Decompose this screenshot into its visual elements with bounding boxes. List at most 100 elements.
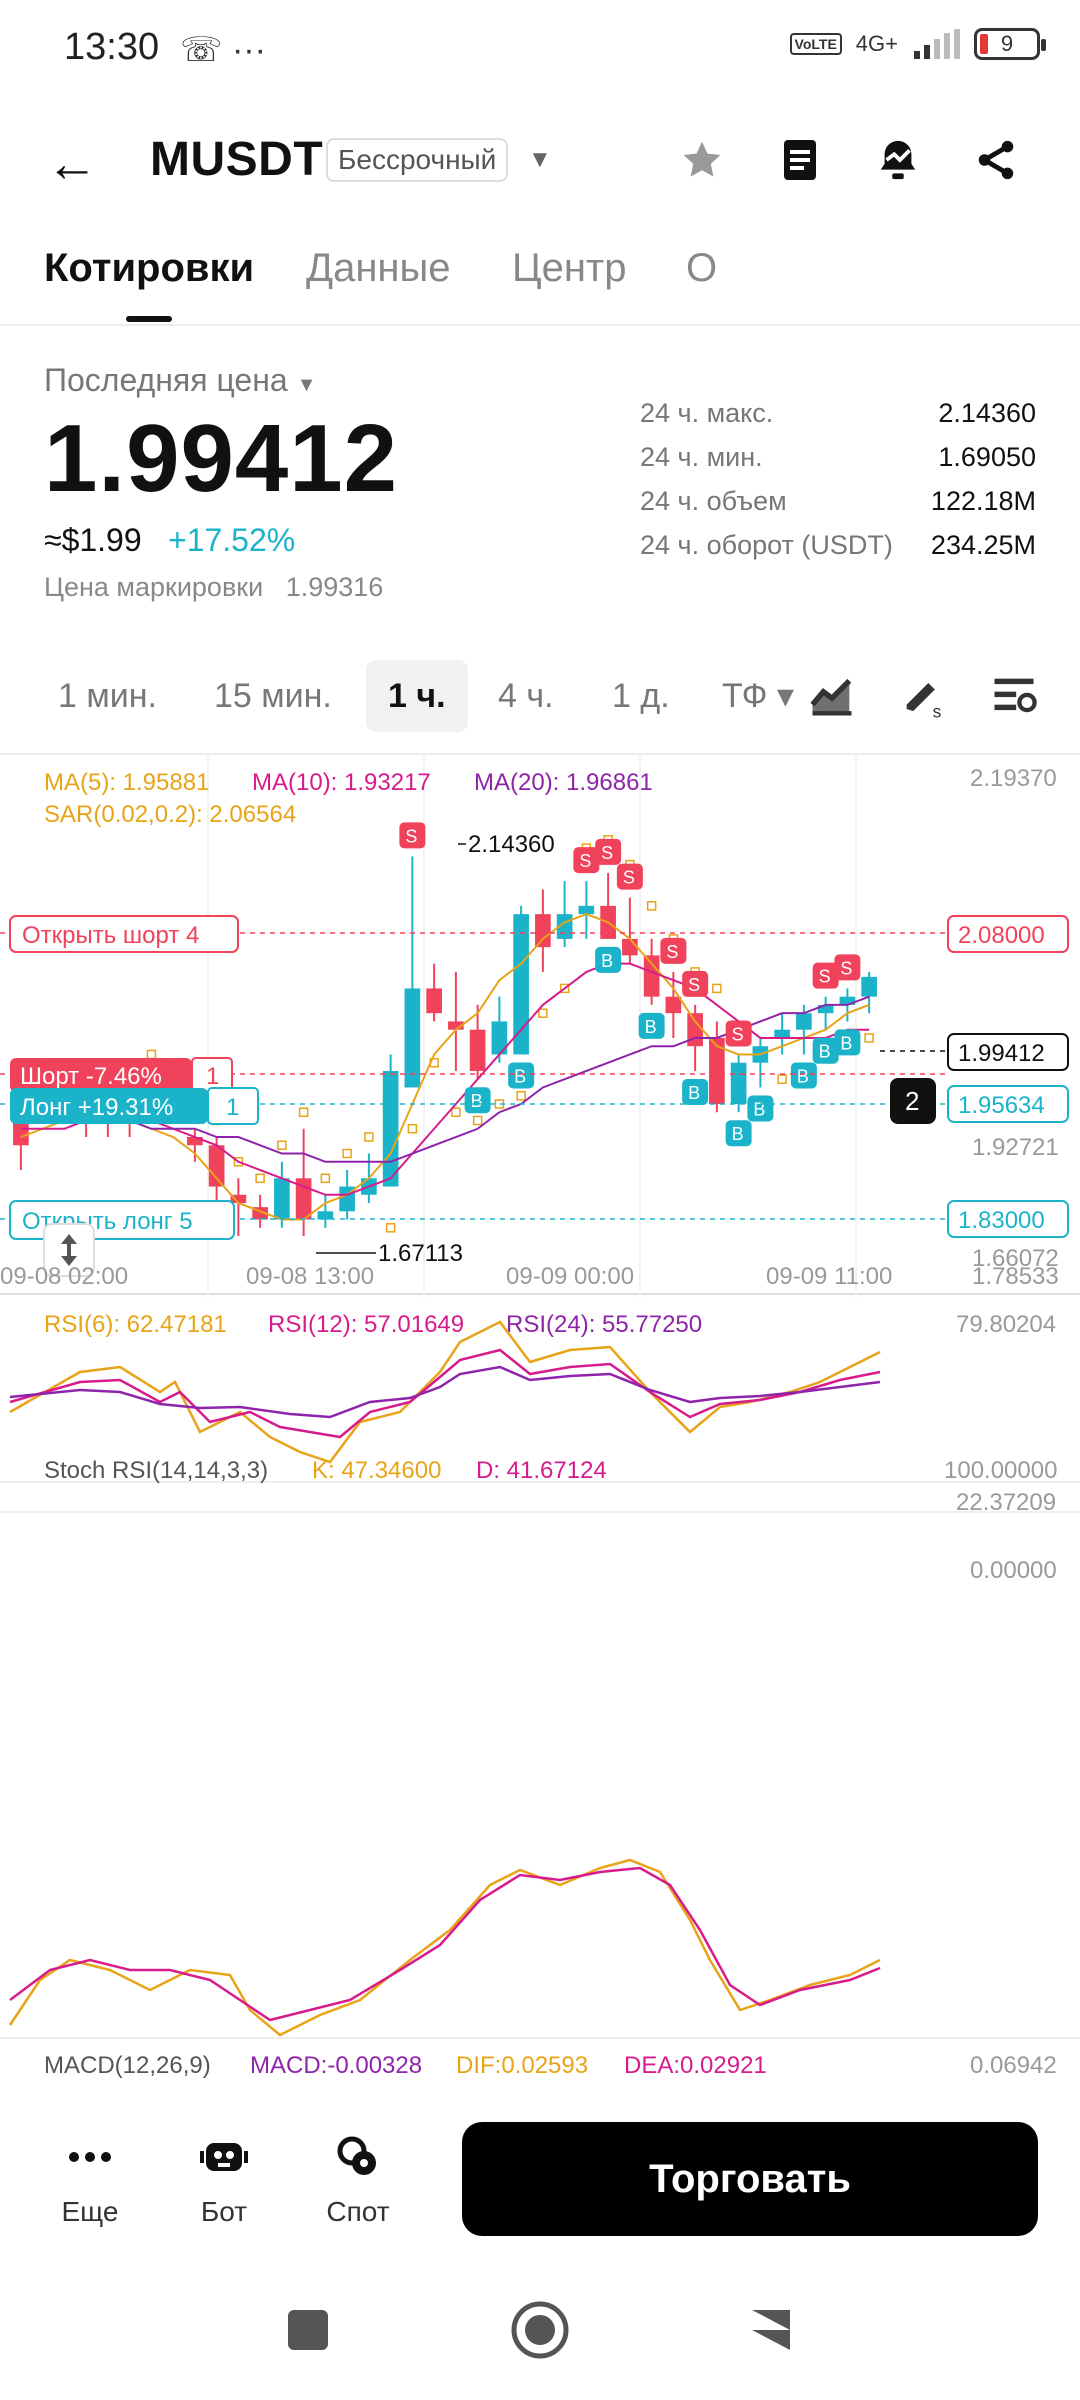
tab-data[interactable]: Данные — [306, 246, 451, 290]
spot-icon — [298, 2132, 418, 2182]
ma10-line — [20, 962, 870, 1196]
bot-button[interactable]: Бот — [164, 2132, 284, 2228]
home-button[interactable] — [511, 2301, 569, 2359]
sar-dot — [233, 1157, 244, 1167]
stat-row: 24 ч. объем 122.18M — [640, 486, 1036, 530]
stat-label: 24 ч. оборот (USDT) — [640, 530, 893, 560]
candle-body — [709, 1037, 725, 1104]
spot-button[interactable]: Спот — [298, 2132, 418, 2228]
spot-label: Спот — [326, 2196, 390, 2227]
sell-marker[interactable]: S — [595, 838, 622, 865]
dif-legend: DIF:0.02593 — [456, 2052, 588, 2079]
svg-text:B: B — [688, 1083, 700, 1103]
svg-text:B: B — [840, 1033, 852, 1053]
candle-body — [230, 1194, 247, 1204]
candle — [469, 1004, 486, 1080]
sell-marker[interactable]: S — [399, 822, 426, 849]
svg-text:B: B — [753, 1099, 765, 1119]
buy-marker[interactable]: B — [834, 1029, 861, 1056]
rsi12-line — [9, 1348, 881, 1439]
buy-marker[interactable]: B — [812, 1037, 839, 1064]
buy-marker[interactable]: B — [790, 1062, 817, 1089]
rsi24-line — [9, 1365, 881, 1419]
svg-text:B: B — [645, 1017, 657, 1037]
price-alert-icon[interactable] — [868, 130, 928, 190]
sar-dot — [407, 1124, 418, 1134]
sell-marker[interactable]: S — [834, 954, 861, 981]
chart-type-icon[interactable] — [806, 670, 858, 722]
svg-text:B: B — [797, 1066, 809, 1086]
stat-row: 24 ч. мин. 1.69050 — [640, 442, 1036, 486]
buy-marker[interactable]: B — [682, 1078, 709, 1105]
back-nav-button[interactable] — [752, 2310, 790, 2350]
ma5-line — [20, 913, 870, 1221]
tf-1min[interactable]: 1 мин. — [58, 677, 157, 715]
tf-more[interactable]: ТФ ▾ — [722, 677, 795, 715]
candle-body — [643, 955, 660, 997]
buy-marker[interactable]: B — [638, 1012, 665, 1039]
drawing-tool-icon[interactable]: s — [898, 670, 950, 722]
last-price-value: 1.99412 — [44, 405, 399, 512]
symbol-title[interactable]: MUSDT — [150, 133, 324, 186]
sar-dot — [516, 1090, 526, 1101]
tf-4h[interactable]: 4 ч. — [498, 677, 554, 715]
signal-icon — [914, 29, 960, 59]
svg-text:B: B — [819, 1042, 831, 1062]
tf-1h[interactable]: 1 ч. — [366, 660, 468, 732]
svg-text:S: S — [579, 851, 591, 871]
recent-apps-button[interactable] — [288, 2310, 328, 2350]
last-price-selector[interactable]: Последняя цена ▼ — [44, 362, 316, 399]
open-short-label: Открыть шорт 4 — [22, 922, 199, 949]
sell-marker[interactable]: S — [812, 962, 839, 989]
sell-marker[interactable]: S — [616, 863, 643, 890]
candle-body — [817, 1004, 834, 1014]
volte-icon: VoLTE — [789, 33, 842, 55]
price-tag-open-short: 2.08000 — [947, 915, 1069, 953]
share-icon[interactable] — [966, 130, 1026, 190]
trade-button[interactable]: Торговать — [462, 2122, 1038, 2236]
buy-marker[interactable]: B — [747, 1095, 774, 1122]
ma20-legend: MA(20): 1.96861 — [474, 769, 653, 796]
svg-text:S: S — [601, 843, 613, 863]
candle — [861, 971, 877, 1014]
sar-dot — [298, 1107, 309, 1117]
back-arrow-icon[interactable]: ← — [46, 135, 98, 193]
tab-about[interactable]: О — [686, 246, 718, 290]
time-axis-label: 09-08 13:00 — [246, 1263, 374, 1290]
sar-dot — [472, 1115, 483, 1126]
sell-marker[interactable]: S — [725, 1020, 752, 1047]
tab-quotes[interactable]: Котировки — [44, 246, 255, 290]
price-tag-long: 1.95634 — [947, 1085, 1069, 1123]
favorite-star-icon[interactable] — [672, 130, 732, 190]
battery-level: 9 — [1000, 31, 1014, 56]
indicator-settings-icon[interactable] — [988, 670, 1040, 722]
sell-marker[interactable]: S — [660, 937, 687, 964]
buy-marker[interactable]: B — [725, 1120, 752, 1147]
mark-price: Цена маркировки 1.99316 — [44, 572, 383, 603]
price-axis-label: 1.83000 — [958, 1207, 1045, 1234]
more-dots-icon — [30, 2132, 150, 2182]
buy-marker[interactable]: B — [595, 946, 622, 973]
order-group-badge[interactable]: 2 — [890, 1078, 936, 1124]
svg-text:S: S — [623, 868, 635, 888]
tf-1d[interactable]: 1 д. — [612, 677, 670, 715]
short-qty: 1 — [206, 1063, 219, 1090]
symbol-dropdown-icon[interactable]: ▼ — [528, 146, 552, 173]
open-short-order[interactable]: Открыть шорт 4 — [9, 915, 239, 953]
notes-icon[interactable] — [770, 130, 830, 190]
stoch-d-legend: D: 41.67124 — [476, 1457, 607, 1484]
more-button[interactable]: Еще — [30, 2132, 150, 2228]
long-position[interactable]: Лонг +19.31% 1 — [10, 1087, 259, 1125]
sell-marker[interactable]: S — [682, 970, 709, 997]
tab-center[interactable]: Центр — [512, 246, 627, 290]
scale-toggle-button[interactable] — [43, 1223, 95, 1277]
tf-15min[interactable]: 15 мин. — [214, 677, 332, 715]
buy-marker[interactable]: B — [464, 1087, 491, 1114]
sar-dot — [385, 1223, 396, 1233]
short-position[interactable]: Шорт -7.46% 1 — [10, 1057, 233, 1093]
sell-marker[interactable]: S — [573, 847, 600, 874]
buy-marker[interactable]: B — [508, 1062, 535, 1089]
rsi6-line — [9, 1320, 881, 1464]
